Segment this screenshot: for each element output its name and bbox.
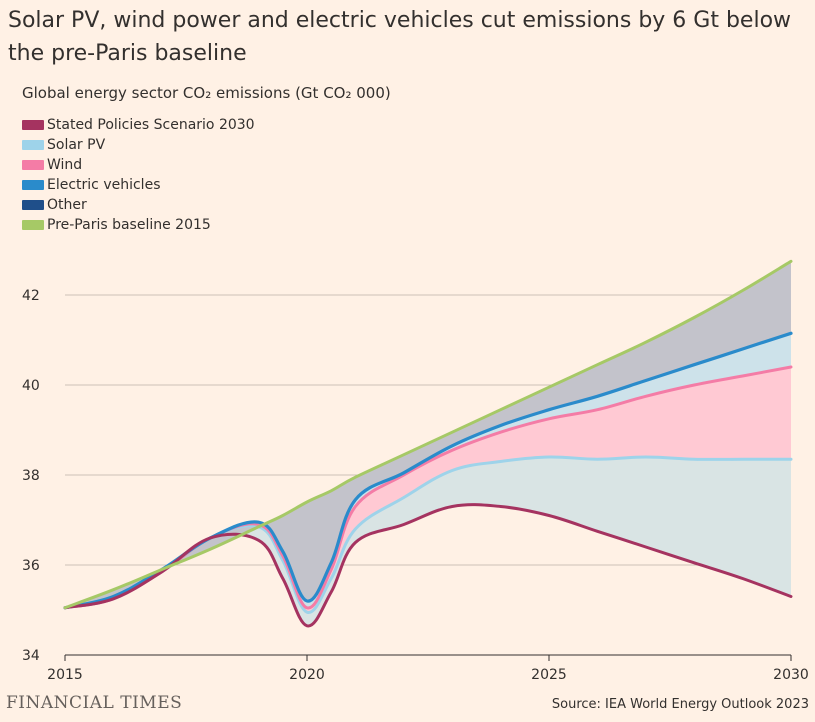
y-tick-label: 36 bbox=[22, 558, 40, 574]
series-line-steps bbox=[63, 503, 793, 628]
x-tick-label: 2020 bbox=[289, 667, 325, 683]
legend-swatch-ev bbox=[22, 180, 44, 190]
legend-swatch-other bbox=[22, 200, 44, 210]
area-solar bbox=[65, 456, 791, 626]
series-line-baseline bbox=[63, 259, 793, 610]
legend-item-other: Other bbox=[22, 195, 255, 215]
x-tick-label: 2025 bbox=[531, 667, 567, 683]
legend: Stated Policies Scenario 2030 Solar PV Win… bbox=[22, 115, 255, 235]
area-wind bbox=[65, 367, 791, 613]
legend-item-steps: Stated Policies Scenario 2030 bbox=[22, 115, 255, 135]
x-tick-label: 2030 bbox=[773, 667, 809, 683]
legend-item-ev: Electric vehicles bbox=[22, 175, 255, 195]
y-tick-label: 40 bbox=[22, 378, 40, 394]
area-ev bbox=[65, 333, 791, 608]
legend-label-steps: Stated Policies Scenario 2030 bbox=[47, 117, 255, 133]
brand-logo-text: FINANCIAL TIMES bbox=[6, 693, 183, 713]
legend-swatch-steps bbox=[22, 120, 44, 130]
y-tick-label: 38 bbox=[22, 468, 40, 484]
legend-label-baseline: Pre-Paris baseline 2015 bbox=[47, 217, 211, 233]
legend-swatch-baseline bbox=[22, 220, 44, 230]
legend-label-wind: Wind bbox=[47, 157, 83, 173]
legend-swatch-wind bbox=[22, 160, 44, 170]
legend-item-solar: Solar PV bbox=[22, 135, 255, 155]
y-tick-label: 34 bbox=[22, 648, 40, 664]
source-note: Source: IEA World Energy Outlook 2023 bbox=[551, 697, 809, 712]
legend-label-other: Other bbox=[47, 197, 87, 213]
legend-swatch-solar bbox=[22, 140, 44, 150]
x-tick-label: 2015 bbox=[47, 667, 83, 683]
legend-item-baseline: Pre-Paris baseline 2015 bbox=[22, 215, 255, 235]
y-tick-label: 42 bbox=[22, 288, 40, 304]
chart-subtitle: Global energy sector CO₂ emissions (Gt C… bbox=[22, 84, 391, 102]
legend-item-wind: Wind bbox=[22, 155, 255, 175]
chart-title: Solar PV, wind power and electric vehicl… bbox=[8, 8, 792, 66]
legend-label-solar: Solar PV bbox=[47, 137, 106, 153]
legend-label-ev: Electric vehicles bbox=[47, 177, 161, 193]
